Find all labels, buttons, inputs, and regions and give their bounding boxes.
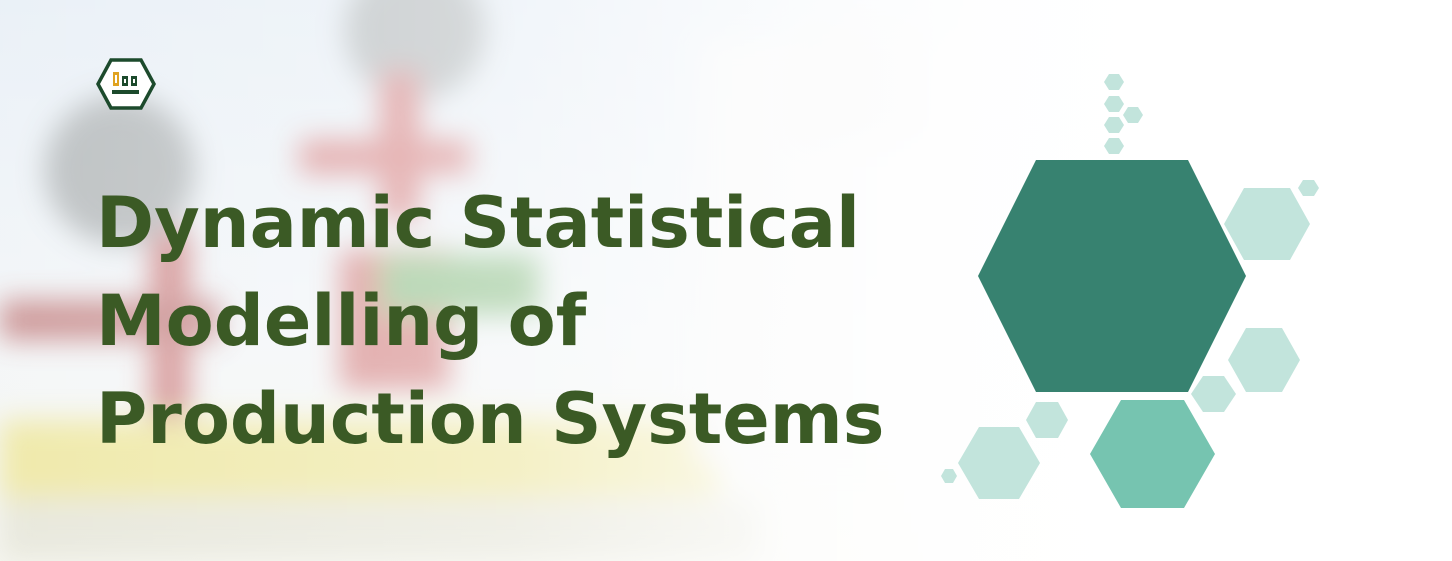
- hexagon-small: [1104, 96, 1124, 112]
- hexagon-light: [1026, 402, 1068, 438]
- hexagon-cluster-graphic: [941, 74, 1319, 508]
- hexagon-light: [958, 427, 1040, 499]
- hexagon-large: [978, 160, 1246, 392]
- hexagon-small: [1104, 117, 1124, 133]
- hexagon-small: [1298, 180, 1319, 196]
- page-title: Dynamic Statistical Modelling of Product…: [96, 174, 916, 468]
- hexagon-medium: [1090, 400, 1215, 508]
- title-line-1: Dynamic Statistical: [96, 182, 861, 264]
- hexagon-small: [1104, 138, 1124, 154]
- hexagon-small: [1104, 74, 1124, 90]
- title-line-3: Production Systems: [96, 378, 885, 460]
- hexagon-small: [1123, 107, 1143, 123]
- title-line-2: Modelling of: [96, 280, 587, 362]
- hexagon-light: [1224, 188, 1310, 260]
- hexagon-small: [941, 469, 957, 483]
- factory-hexagon-logo-icon: [96, 58, 156, 110]
- hexagon-light: [1228, 328, 1300, 392]
- hexagon-light: [1191, 376, 1236, 412]
